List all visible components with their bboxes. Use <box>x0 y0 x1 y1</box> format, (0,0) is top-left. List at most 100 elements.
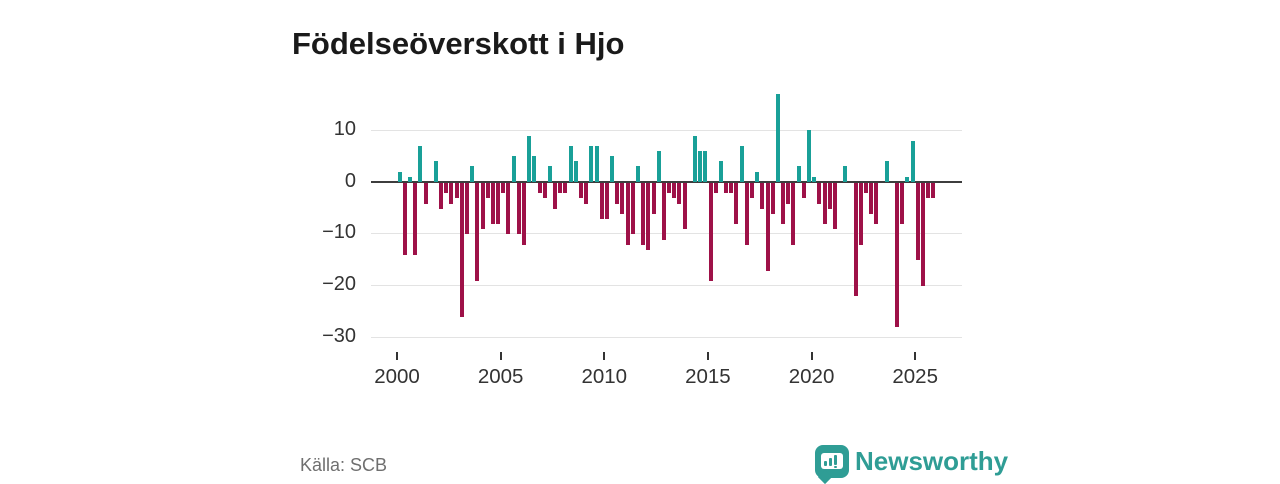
bar-positive <box>470 166 475 182</box>
bar-negative <box>620 182 625 214</box>
mini-bar-chart-glyph <box>821 452 843 469</box>
bar-negative <box>449 182 454 204</box>
bar-negative <box>801 182 806 199</box>
bar-positive <box>589 145 594 182</box>
gridline <box>371 233 962 235</box>
bar-positive <box>511 156 516 182</box>
speech-bubble-tail <box>817 469 833 484</box>
newsworthy-bubble-chart-icon <box>815 444 849 484</box>
plot-area <box>368 85 962 352</box>
y-tick-label: −20 <box>322 273 356 296</box>
bar-negative <box>915 182 920 261</box>
x-tick-mark <box>914 352 917 360</box>
bar-positive <box>755 171 760 182</box>
bar-positive <box>703 150 708 182</box>
x-tick-mark <box>810 352 813 360</box>
bar-negative <box>537 182 542 194</box>
y-tick-label: 10 <box>333 118 356 141</box>
y-axis: 10 0 −10 −20 −30 <box>286 85 356 352</box>
bar-negative <box>485 182 490 199</box>
y-tick-label: −30 <box>322 324 356 347</box>
bar-negative <box>459 182 464 317</box>
bar-positive <box>635 166 640 182</box>
x-tick-label: 2025 <box>892 365 938 388</box>
bar-negative <box>667 182 672 194</box>
bar-positive <box>594 145 599 182</box>
bar-positive <box>433 161 438 182</box>
bar-negative <box>553 182 558 209</box>
bar-positive <box>656 150 661 182</box>
x-tick-label: 2020 <box>788 365 835 388</box>
bar-negative <box>770 182 775 214</box>
bar-negative <box>480 182 485 230</box>
bar-negative <box>682 182 687 230</box>
bar-positive <box>775 94 780 182</box>
bar-negative <box>563 182 568 194</box>
bar-negative <box>781 182 786 225</box>
bar-positive <box>418 145 423 182</box>
brand-name: Newsworthy <box>855 445 1009 476</box>
bar-negative <box>490 182 495 225</box>
bar-negative <box>439 182 444 209</box>
x-axis: 2000 2005 2010 2015 2020 2025 <box>368 352 962 392</box>
bar-positive <box>718 161 723 182</box>
bar-negative <box>501 182 506 194</box>
bar-negative <box>444 182 449 194</box>
bar-positive <box>527 135 532 182</box>
bar-negative <box>832 182 837 230</box>
bar-negative <box>895 182 900 328</box>
bar-negative <box>729 182 734 194</box>
bar-negative <box>661 182 666 240</box>
x-tick-mark <box>499 352 502 360</box>
bar-positive <box>739 145 744 182</box>
bar-negative <box>413 182 418 256</box>
bar-negative <box>496 182 501 225</box>
bar-negative <box>791 182 796 245</box>
x-tick-label: 2000 <box>374 365 420 388</box>
bar-negative <box>646 182 651 250</box>
bar-negative <box>558 182 563 194</box>
bar-positive <box>796 166 801 182</box>
x-tick-label: 2005 <box>477 365 524 388</box>
bar-negative <box>749 182 754 199</box>
bar-negative <box>874 182 879 225</box>
bar-positive <box>573 161 578 182</box>
bar-negative <box>817 182 822 204</box>
bar-negative <box>858 182 863 245</box>
bar-positive <box>812 176 817 182</box>
bar-negative <box>625 182 630 245</box>
bar-negative <box>863 182 868 194</box>
bar-negative <box>822 182 827 225</box>
bar-positive <box>692 135 697 182</box>
bar-negative <box>630 182 635 235</box>
bar-positive <box>806 130 811 182</box>
chart-title: Födelseöverskott i Hjo <box>292 25 625 61</box>
bar-positive <box>547 166 552 182</box>
bar-negative <box>651 182 656 214</box>
bar-negative <box>744 182 749 245</box>
gridline <box>371 130 962 132</box>
bar-negative <box>734 182 739 225</box>
bar-positive <box>884 161 889 182</box>
bar-positive <box>905 176 910 182</box>
x-tick-label: 2010 <box>581 365 628 388</box>
gridline <box>371 336 962 338</box>
bar-negative <box>506 182 511 235</box>
bar-negative <box>853 182 858 297</box>
bar-positive <box>698 150 703 182</box>
bar-negative <box>708 182 713 281</box>
newsworthy-logo: Newsworthy <box>815 442 1009 484</box>
x-tick-mark <box>706 352 709 360</box>
bar-negative <box>475 182 480 281</box>
zero-baseline <box>371 180 962 183</box>
bar-negative <box>869 182 874 214</box>
bar-negative <box>931 182 936 199</box>
bar-negative <box>920 182 925 286</box>
bar-positive <box>568 145 573 182</box>
bar-positive <box>407 176 412 182</box>
bar-negative <box>827 182 832 209</box>
bar-negative <box>584 182 589 204</box>
bar-negative <box>672 182 677 199</box>
bar-negative <box>713 182 718 194</box>
